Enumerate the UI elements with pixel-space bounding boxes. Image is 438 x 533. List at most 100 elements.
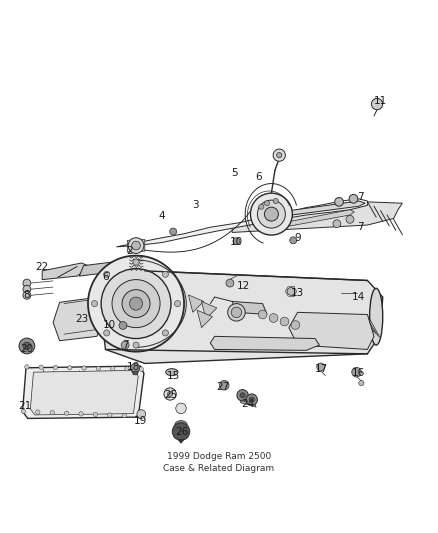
Circle shape — [23, 342, 31, 350]
Circle shape — [269, 313, 278, 322]
Circle shape — [335, 198, 343, 206]
Text: 16: 16 — [352, 368, 365, 378]
Text: 6: 6 — [102, 272, 109, 282]
Circle shape — [258, 310, 267, 319]
Circle shape — [174, 301, 180, 306]
Circle shape — [112, 280, 160, 328]
Polygon shape — [132, 372, 139, 375]
Circle shape — [122, 414, 127, 418]
Ellipse shape — [370, 288, 383, 345]
Text: 12: 12 — [237, 281, 250, 291]
Circle shape — [119, 321, 127, 329]
Polygon shape — [272, 210, 354, 229]
Text: 17: 17 — [315, 364, 328, 374]
Text: 2: 2 — [126, 246, 133, 256]
Text: 11: 11 — [374, 95, 387, 106]
Circle shape — [21, 409, 25, 414]
Circle shape — [122, 289, 150, 318]
Polygon shape — [258, 201, 365, 220]
Polygon shape — [240, 400, 256, 407]
Polygon shape — [30, 370, 138, 415]
Polygon shape — [289, 312, 374, 350]
Circle shape — [233, 238, 240, 245]
Circle shape — [291, 321, 300, 329]
Circle shape — [25, 365, 29, 369]
Circle shape — [133, 342, 139, 348]
Text: 4: 4 — [159, 211, 166, 221]
Circle shape — [259, 204, 264, 209]
Circle shape — [265, 207, 279, 221]
Text: 8: 8 — [24, 290, 30, 300]
Circle shape — [131, 364, 140, 372]
Circle shape — [287, 287, 295, 295]
Circle shape — [219, 381, 229, 390]
Polygon shape — [117, 199, 367, 247]
Text: 21: 21 — [18, 401, 32, 411]
Circle shape — [64, 411, 69, 415]
Ellipse shape — [166, 369, 178, 376]
Circle shape — [371, 99, 383, 110]
Circle shape — [349, 195, 358, 203]
Circle shape — [19, 338, 35, 354]
Circle shape — [317, 363, 325, 371]
Text: 22: 22 — [35, 262, 49, 272]
Polygon shape — [101, 271, 383, 364]
Text: 19: 19 — [134, 416, 147, 426]
Circle shape — [139, 367, 144, 372]
Circle shape — [164, 388, 176, 400]
Circle shape — [137, 414, 141, 418]
Circle shape — [79, 411, 83, 416]
Polygon shape — [42, 263, 90, 280]
Polygon shape — [201, 302, 217, 319]
Polygon shape — [22, 366, 144, 418]
Circle shape — [23, 285, 31, 293]
Circle shape — [167, 391, 173, 397]
Circle shape — [258, 200, 286, 228]
Circle shape — [231, 307, 242, 318]
Ellipse shape — [175, 421, 187, 429]
Circle shape — [359, 381, 364, 386]
Circle shape — [280, 317, 289, 326]
Text: 26: 26 — [175, 427, 188, 438]
Circle shape — [246, 394, 258, 405]
Text: 10: 10 — [103, 320, 117, 330]
Circle shape — [251, 193, 292, 235]
Text: 24: 24 — [241, 399, 254, 409]
Circle shape — [125, 367, 129, 371]
Circle shape — [352, 367, 361, 377]
Circle shape — [277, 152, 282, 158]
Circle shape — [176, 403, 186, 414]
Polygon shape — [197, 310, 212, 328]
Circle shape — [290, 237, 297, 244]
Text: 27: 27 — [217, 382, 230, 392]
Circle shape — [170, 228, 177, 235]
Text: 3: 3 — [192, 200, 198, 211]
Circle shape — [82, 366, 86, 370]
Text: 7: 7 — [122, 340, 128, 350]
Circle shape — [333, 220, 341, 228]
Text: 7: 7 — [357, 192, 364, 201]
Circle shape — [104, 330, 110, 336]
Polygon shape — [53, 297, 110, 341]
Text: 23: 23 — [75, 314, 88, 324]
Circle shape — [35, 410, 40, 414]
Circle shape — [133, 259, 139, 265]
Polygon shape — [188, 295, 204, 312]
Circle shape — [88, 256, 184, 352]
Circle shape — [23, 279, 31, 287]
Circle shape — [265, 200, 270, 206]
Circle shape — [273, 198, 279, 204]
Text: 5: 5 — [231, 168, 237, 177]
Circle shape — [67, 366, 72, 370]
Circle shape — [92, 301, 98, 306]
Circle shape — [237, 390, 248, 401]
Circle shape — [101, 269, 171, 338]
Text: 1999 Dodge Ram 2500
Case & Related Diagram: 1999 Dodge Ram 2500 Case & Related Diagr… — [163, 452, 275, 473]
Circle shape — [130, 297, 143, 310]
Text: 10: 10 — [230, 238, 243, 247]
Circle shape — [228, 304, 245, 321]
Circle shape — [53, 365, 58, 370]
Circle shape — [50, 410, 54, 415]
Text: 13: 13 — [291, 288, 304, 298]
Polygon shape — [232, 202, 403, 232]
